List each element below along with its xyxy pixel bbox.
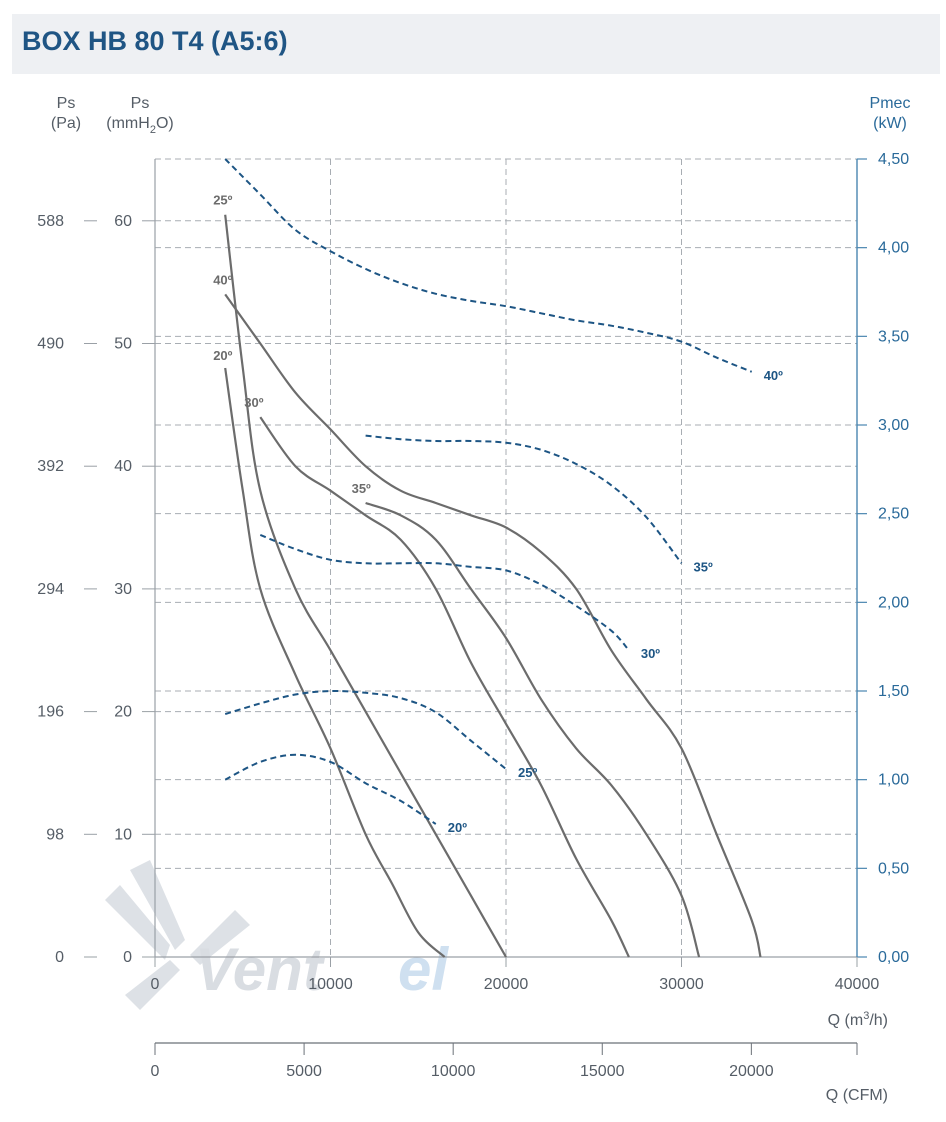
- pressure-curve-label: 20º: [213, 348, 232, 363]
- kw-tick-label: 0,50: [878, 860, 909, 877]
- bottom-m3h-axis-label: Q (m3/h): [828, 1010, 888, 1029]
- pa-tick-label: 98: [46, 826, 64, 843]
- chart-title: BOX HB 80 T4 (A5:6): [22, 26, 288, 56]
- left-mmh2o-axis-unit: (mmH2O): [106, 115, 173, 136]
- mmh2o-tick-label: 30: [114, 581, 132, 598]
- power-curve-label: 20º: [448, 820, 467, 835]
- kw-tick-label: 1,50: [878, 683, 909, 700]
- right-kw-axis-label: Pmec: [870, 95, 911, 112]
- kw-tick-label: 0,00: [878, 949, 909, 966]
- axes: 588 490 392 294 196 98 0 60 50 40 30 20 10 0 4,50 4,00 3…: [37, 151, 909, 1080]
- left-pa-axis-unit: (Pa): [51, 115, 81, 132]
- left-pa-axis-label: Ps: [57, 95, 76, 112]
- cfm-tick-label: 0: [151, 1063, 160, 1080]
- bottom-cfm-axis-label: Q (CFM): [826, 1087, 888, 1104]
- m3h-tick-label: 20000: [484, 976, 529, 993]
- mmh2o-tick-label: 10: [114, 826, 132, 843]
- pa-tick-label: 294: [37, 581, 64, 598]
- power-curve-line: [224, 689, 507, 770]
- cfm-tick-label: 5000: [286, 1063, 322, 1080]
- power-curve-line: [224, 753, 437, 825]
- cfm-tick-label: 20000: [729, 1063, 774, 1080]
- cfm-tick-label: 15000: [580, 1063, 625, 1080]
- left-mmh2o-axis-label: Ps: [131, 95, 150, 112]
- pa-tick-label: 0: [55, 949, 64, 966]
- watermark-part1: Vent: [195, 936, 326, 1003]
- power-curves: 20º 25º 30º 35º 40º: [224, 158, 783, 835]
- m3h-tick-label: 0: [151, 976, 160, 993]
- pressure-curve-label: 35º: [352, 481, 371, 496]
- mmh2o-tick-label: 20: [114, 704, 132, 721]
- kw-tick-label: 4,50: [878, 151, 909, 168]
- power-curve-label: 40º: [764, 368, 783, 383]
- mmh2o-tick-label: 40: [114, 458, 132, 475]
- pressure-curve-line: [365, 501, 701, 958]
- fan-logo-icon: [105, 860, 250, 1010]
- pa-tick-label: 490: [37, 336, 64, 353]
- kw-tick-label: 3,00: [878, 417, 909, 434]
- power-curve-line: [365, 434, 683, 564]
- watermark-part2: el: [398, 936, 449, 1003]
- kw-tick-label: 4,00: [878, 240, 909, 257]
- power-curve-line: [259, 533, 630, 651]
- m3h-tick-label: 40000: [835, 976, 880, 993]
- grid: [155, 158, 857, 957]
- pressure-curve-line: [224, 367, 446, 958]
- pressure-curve-label: 30º: [244, 395, 263, 410]
- cfm-tick-label: 10000: [431, 1063, 476, 1080]
- pa-tick-label: 588: [37, 213, 64, 230]
- power-curve-line: [224, 158, 753, 373]
- watermark: Vent el: [105, 860, 449, 1010]
- m3h-tick-label: 30000: [659, 976, 704, 993]
- mmh2o-tick-label: 0: [123, 949, 132, 966]
- power-curve-label: 25º: [518, 765, 537, 780]
- power-curve-label: 30º: [641, 646, 660, 661]
- m3h-tick-label: 10000: [308, 976, 353, 993]
- kw-tick-label: 2,00: [878, 594, 909, 611]
- mmh2o-tick-label: 60: [114, 213, 132, 230]
- pressure-curve-line: [259, 416, 630, 958]
- right-kw-axis-unit: (kW): [873, 115, 907, 132]
- pressure-curve-line: [224, 293, 762, 958]
- pressure-curve-line: [224, 214, 507, 958]
- power-curve-label: 35º: [694, 559, 713, 574]
- pressure-curve-label: 25º: [213, 193, 232, 208]
- mmh2o-tick-label: 50: [114, 336, 132, 353]
- pressure-curve-label: 40º: [213, 272, 232, 287]
- kw-tick-label: 2,50: [878, 506, 909, 523]
- kw-tick-label: 1,00: [878, 772, 909, 789]
- pa-tick-label: 196: [37, 704, 64, 721]
- pa-tick-label: 392: [37, 458, 64, 475]
- title-bar: BOX HB 80 T4 (A5:6): [12, 14, 940, 74]
- pressure-curves: 20º 25º 30º 35º 40º: [213, 193, 762, 958]
- kw-tick-label: 3,50: [878, 328, 909, 345]
